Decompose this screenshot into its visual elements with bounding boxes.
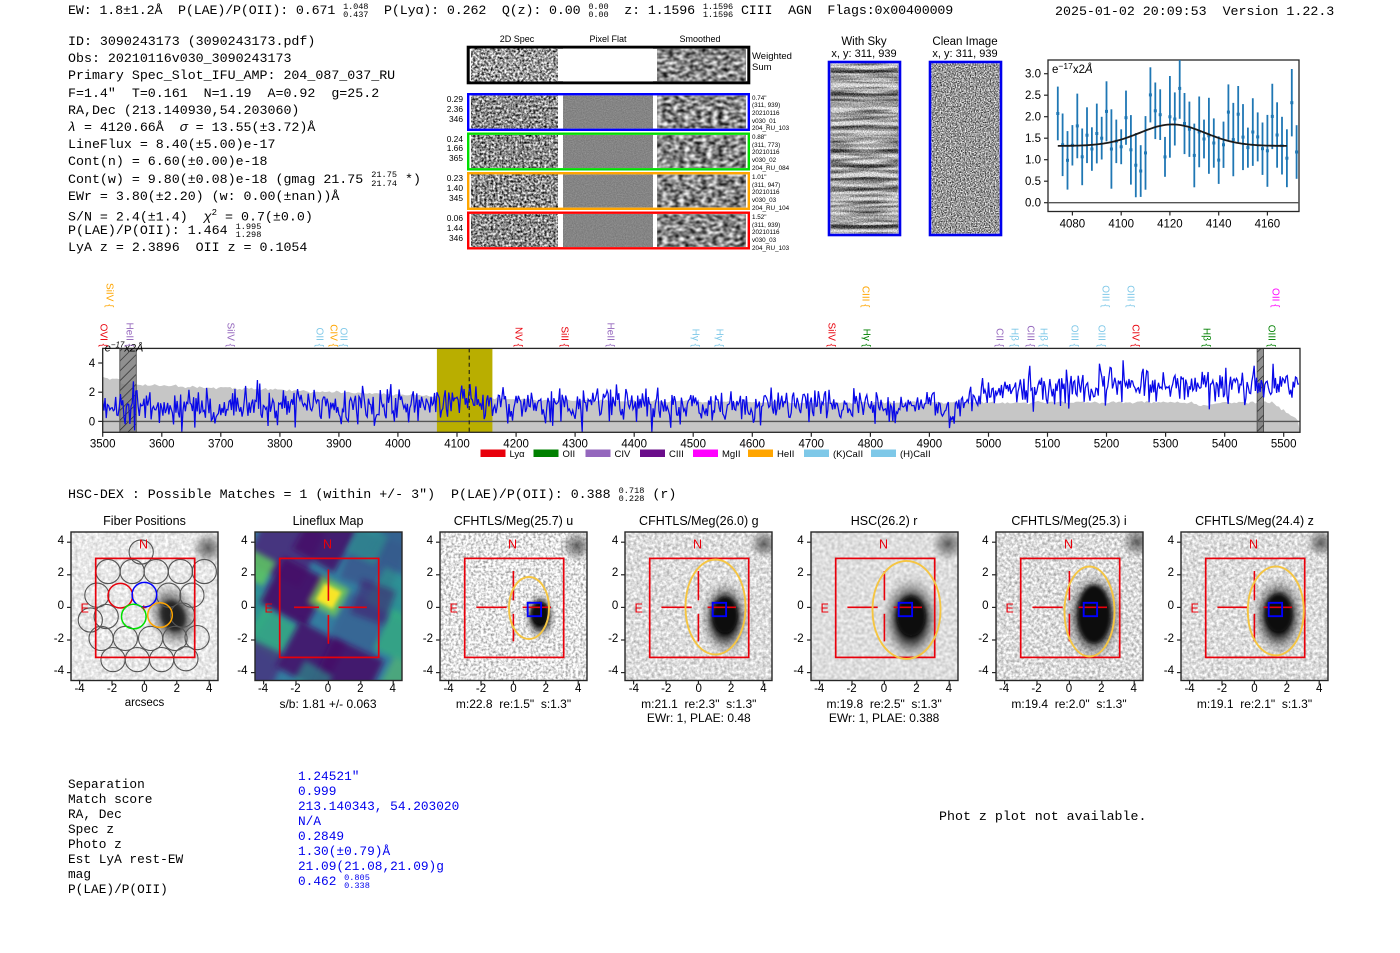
svg-text:4500: 4500 — [680, 438, 706, 450]
svg-text:e−17x2Å: e−17x2Å — [1052, 61, 1093, 76]
svg-text:1.0: 1.0 — [1025, 155, 1041, 167]
svg-text:5400: 5400 — [1212, 438, 1238, 450]
svg-text:4120: 4120 — [1157, 219, 1183, 231]
svg-text:OIII {: OIII { — [1125, 285, 1136, 308]
svg-text:OIII {: OIII { — [1100, 285, 1111, 308]
svg-text:5500: 5500 — [1271, 438, 1297, 450]
svg-text:0.5: 0.5 — [1025, 176, 1041, 188]
svg-text:4100: 4100 — [444, 438, 470, 450]
svg-text:3900: 3900 — [326, 438, 352, 450]
svg-text:E: E — [450, 601, 458, 615]
svg-text:CIV {: CIV { — [1130, 324, 1141, 347]
svg-text:5200: 5200 — [1094, 438, 1120, 450]
svg-text:5100: 5100 — [1035, 438, 1061, 450]
svg-text:E: E — [635, 601, 643, 615]
svg-text:3800: 3800 — [267, 438, 293, 450]
svg-text:OIII {: OIII { — [1069, 325, 1080, 348]
svg-text:2.5: 2.5 — [1025, 90, 1041, 102]
svg-text:2.0: 2.0 — [1025, 112, 1041, 124]
svg-text:OII {: OII { — [338, 328, 349, 348]
svg-text:(H)CaII: (H)CaII — [900, 449, 931, 460]
svg-text:E: E — [820, 601, 828, 615]
svg-text:N: N — [1249, 537, 1258, 551]
svg-text:5300: 5300 — [1153, 438, 1179, 450]
svg-text:N: N — [1063, 537, 1072, 551]
svg-text:CII {: CII { — [994, 328, 1005, 348]
svg-text:Lyα: Lyα — [510, 449, 526, 460]
svg-text:OIII {: OIII { — [1266, 325, 1277, 348]
svg-text:3600: 3600 — [149, 438, 175, 450]
svg-text:E: E — [1191, 601, 1199, 615]
svg-text:N: N — [879, 537, 888, 551]
svg-text:4200: 4200 — [503, 438, 529, 450]
svg-text:HeII {: HeII { — [124, 323, 135, 348]
svg-text:Hβ {: Hβ { — [1038, 328, 1049, 348]
svg-text:0.0: 0.0 — [1025, 198, 1041, 210]
svg-text:N: N — [322, 537, 331, 551]
svg-text:1.5: 1.5 — [1025, 133, 1041, 145]
svg-text:OII {: OII { — [314, 328, 325, 348]
svg-text:4400: 4400 — [621, 438, 647, 450]
svg-text:HeII: HeII — [777, 449, 794, 460]
svg-text:OII {: OII { — [1270, 288, 1281, 308]
svg-text:2: 2 — [89, 387, 95, 399]
svg-text:Hγ {: Hγ { — [714, 329, 725, 348]
svg-text:CIII {: CIII { — [860, 286, 871, 308]
svg-text:4080: 4080 — [1060, 219, 1086, 231]
svg-text:OIII {: OIII { — [1096, 325, 1107, 348]
svg-text:4700: 4700 — [799, 438, 825, 450]
svg-text:Hγ {: Hγ { — [861, 329, 872, 348]
svg-text:3.0: 3.0 — [1025, 69, 1041, 81]
svg-text:NV {: NV { — [513, 327, 524, 348]
svg-text:0: 0 — [89, 416, 95, 428]
svg-text:3700: 3700 — [208, 438, 234, 450]
svg-text:Hβ {: Hβ { — [1009, 328, 1020, 348]
svg-text:HeII {: HeII { — [605, 323, 616, 348]
svg-text:4160: 4160 — [1255, 219, 1281, 231]
svg-text:SiII {: SiII { — [559, 326, 570, 347]
svg-text:E: E — [81, 601, 89, 615]
svg-text:SiIV {: SiIV { — [104, 283, 115, 308]
svg-text:OVI {: OVI { — [98, 324, 109, 348]
svg-text:3500: 3500 — [90, 438, 116, 450]
svg-text:4100: 4100 — [1108, 219, 1134, 231]
svg-text:(K)CaII: (K)CaII — [833, 449, 863, 460]
svg-text:OII: OII — [563, 449, 576, 460]
svg-text:4800: 4800 — [858, 438, 884, 450]
svg-text:4900: 4900 — [917, 438, 943, 450]
svg-text:CIV: CIV — [615, 449, 632, 460]
svg-text:N: N — [508, 537, 517, 551]
svg-text:4000: 4000 — [385, 438, 411, 450]
svg-text:4600: 4600 — [740, 438, 766, 450]
svg-text:4140: 4140 — [1206, 219, 1232, 231]
svg-text:Hβ {: Hβ { — [1201, 328, 1212, 348]
svg-text:5000: 5000 — [976, 438, 1002, 450]
svg-text:4: 4 — [89, 358, 96, 370]
svg-text:N: N — [693, 537, 702, 551]
svg-text:MgII: MgII — [722, 449, 740, 460]
svg-text:SiIV {: SiIV { — [826, 323, 837, 348]
svg-text:SiIV {: SiIV { — [225, 323, 236, 348]
svg-text:N: N — [139, 537, 148, 551]
svg-text:CIII {: CIII { — [1025, 325, 1036, 347]
svg-text:4300: 4300 — [562, 438, 588, 450]
svg-text:Hγ {: Hγ { — [690, 329, 701, 348]
svg-text:E: E — [264, 601, 272, 615]
svg-text:E: E — [1005, 601, 1013, 615]
svg-text:CIII: CIII — [669, 449, 684, 460]
svg-text:+: + — [141, 602, 147, 614]
svg-text:CIV {: CIV { — [328, 324, 339, 347]
